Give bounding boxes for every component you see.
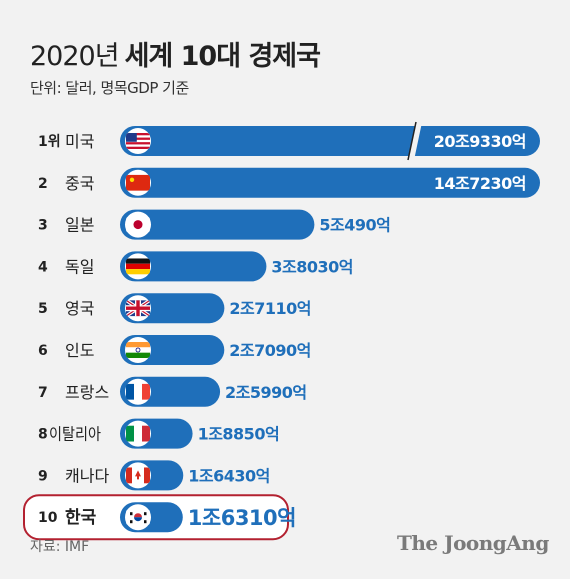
value-label: 14조7230억 (434, 174, 526, 193)
bar-row-2: 2 중국 14조7230억 (38, 167, 540, 198)
rank-label: 4 (38, 259, 48, 275)
publisher-logo: The JoongAng (397, 531, 549, 555)
bar-row-6: 6 인도 2조7090억 (38, 335, 311, 365)
country-label: 일본 (65, 216, 94, 235)
country-label: 인도 (65, 341, 94, 360)
japan-flag-icon (126, 216, 150, 233)
italy-flag-icon (126, 425, 150, 442)
value-label: 2조7090억 (229, 341, 311, 360)
value-label: 5조490억 (319, 216, 390, 235)
source-note: 자료: IMF (30, 539, 90, 555)
country-label: 이탈리아 (49, 425, 101, 444)
bar (120, 251, 267, 282)
country-label: 캐나다 (65, 466, 109, 485)
bar-row-8: 8 이탈리아 1조8850억 (38, 418, 280, 449)
country-label: 미국 (65, 132, 94, 151)
value-label: 20조9330억 (434, 132, 526, 151)
rank-label: 10 (38, 510, 58, 526)
value-label: 1조8850억 (198, 425, 280, 444)
bar-row-5: 5 영국 2조7110억 (38, 293, 311, 324)
title-year: 2020년 (30, 41, 120, 72)
value-label: 3조8030억 (271, 257, 353, 276)
rank-label: 7 (38, 385, 48, 401)
value-label: 1조6310억 (188, 506, 296, 530)
country-label: 영국 (65, 299, 94, 318)
bar (120, 209, 315, 240)
france-flag-icon (126, 383, 150, 400)
value-label: 2조5990억 (225, 383, 307, 402)
value-label: 2조7110억 (229, 299, 311, 318)
axis-break-mark (408, 121, 422, 161)
bar-row-10: 10 한국 1조6310억 (23, 494, 296, 541)
axis-break-line (407, 121, 417, 161)
country-label: 한국 (65, 508, 97, 528)
rank-label: 1위 (38, 134, 61, 150)
us-flag-icon (126, 133, 150, 149)
rank-label: 3 (38, 218, 48, 234)
country-label: 프랑스 (65, 383, 109, 402)
bar-row-9: 9 캐나다 1조6430억 (38, 460, 270, 491)
page-title: 2020년 세계 10대 경제국 (30, 34, 321, 73)
country-label: 중국 (65, 174, 94, 193)
bar-row-7: 7 프랑스 2조5990억 (38, 376, 307, 407)
unit-subtitle: 단위: 달러, 명목GDP 기준 (30, 79, 189, 97)
rank-label: 9 (38, 468, 48, 484)
canada-flag-icon (126, 467, 150, 484)
rank-label: 8 (38, 427, 48, 443)
rank-label: 6 (38, 343, 48, 359)
country-label: 독일 (65, 257, 94, 276)
korea-flag-icon (126, 509, 150, 526)
bar-row-4: 4 독일 3조8030억 (38, 251, 354, 282)
germany-flag-icon (126, 258, 150, 275)
uk-flag-icon (126, 300, 150, 317)
rank-label: 5 (38, 301, 48, 317)
bar-row-3: 3 일본 5조490억 (38, 209, 391, 240)
title-main: 세계 10대 경제국 (124, 41, 321, 72)
china-flag-icon (126, 174, 150, 191)
bar (120, 126, 540, 156)
bar (120, 167, 540, 198)
bar-row-1: 1위 미국 20조9330억 (38, 121, 540, 161)
india-flag-icon (126, 342, 150, 358)
value-label: 1조6430억 (188, 466, 270, 485)
rank-label: 2 (38, 176, 48, 192)
